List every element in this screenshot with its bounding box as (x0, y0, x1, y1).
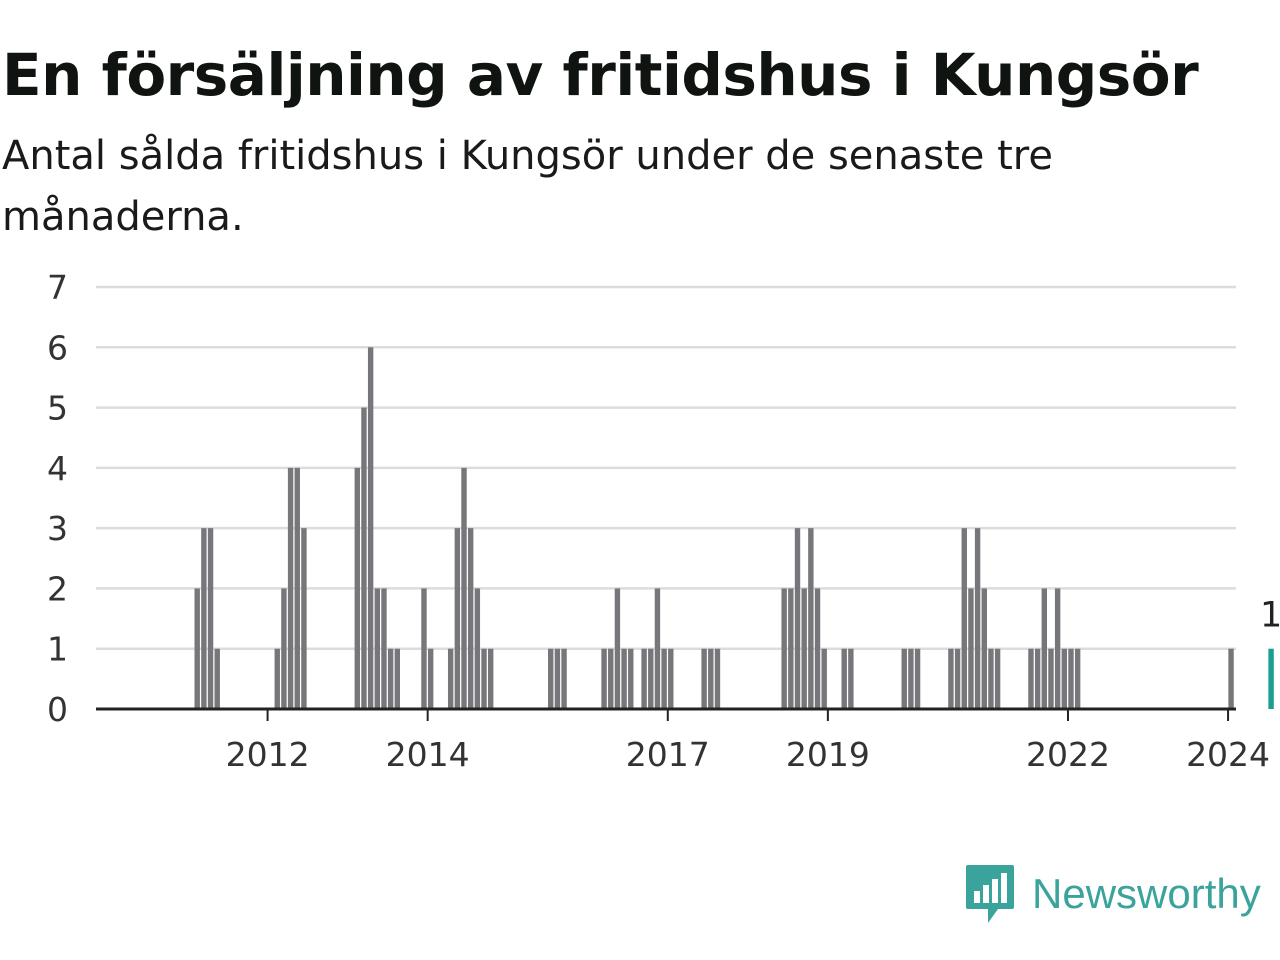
bar (641, 648, 647, 709)
bar (467, 528, 474, 709)
bar (454, 528, 461, 709)
bar (841, 648, 847, 709)
bar (908, 648, 914, 709)
bar (1041, 588, 1047, 709)
y-tick-label: 5 (47, 389, 68, 428)
bar (848, 648, 854, 709)
bar (201, 528, 207, 709)
bar (781, 588, 787, 709)
y-tick-label: 1 (47, 630, 68, 669)
bar (294, 467, 300, 709)
x-axis-ticks: 2012 2014 2017 2019 2022 2024 (226, 709, 1270, 774)
y-axis-ticks: 0 1 2 3 4 5 6 7 (47, 268, 68, 729)
bar (708, 648, 714, 709)
bar (1034, 648, 1041, 709)
bar (474, 588, 481, 709)
bar (668, 648, 674, 709)
x-tick-label: 2014 (386, 735, 470, 774)
bar (1228, 648, 1234, 709)
bar (714, 648, 721, 709)
y-tick-label: 7 (47, 268, 68, 307)
bar (601, 648, 607, 709)
bar (814, 588, 821, 709)
bar (961, 528, 967, 709)
bar (487, 648, 494, 709)
x-tick-label: 2012 (226, 735, 310, 774)
y-tick-label: 4 (47, 449, 68, 488)
bar (1068, 648, 1074, 709)
bar (981, 588, 987, 709)
bar (381, 588, 387, 709)
bar (821, 648, 827, 709)
bar (954, 648, 961, 709)
bar (788, 588, 794, 709)
bar (354, 467, 360, 709)
highlight-value-label: 1 (1260, 596, 1280, 636)
bar (1074, 648, 1081, 709)
x-tick-label: 2019 (786, 735, 870, 774)
bar (994, 648, 1001, 709)
highlight-bar (1268, 648, 1274, 709)
bar (447, 648, 454, 709)
bar (948, 648, 954, 709)
x-tick-label: 2017 (626, 735, 710, 774)
bar (914, 648, 921, 709)
bars (194, 347, 1274, 709)
bar (974, 528, 981, 709)
bar (427, 648, 434, 709)
bar (1048, 648, 1054, 709)
gridlines (96, 285, 1236, 650)
newsworthy-logo: Newsworthy (964, 862, 1261, 926)
bar (394, 648, 401, 709)
bar (561, 648, 567, 709)
bar (367, 347, 374, 709)
bar (628, 648, 634, 709)
bar (648, 648, 654, 709)
y-tick-label: 0 (47, 690, 68, 729)
bar (421, 588, 427, 709)
chart-subtitle: Antal sålda fritidshus i Kungsör under d… (2, 133, 1053, 240)
bar (654, 588, 661, 709)
bar (808, 528, 814, 709)
bar (1028, 648, 1034, 709)
bar (608, 648, 614, 709)
bar (274, 648, 280, 709)
newsworthy-wordmark: Newsworthy (1032, 870, 1261, 917)
y-tick-label: 6 (47, 328, 68, 367)
bar (988, 648, 994, 709)
bar (194, 588, 200, 709)
y-tick-label: 2 (47, 569, 68, 608)
bar (614, 588, 621, 709)
bar (701, 648, 707, 709)
bar (361, 407, 367, 709)
bar (1061, 648, 1068, 709)
bar (621, 648, 627, 709)
bar (281, 588, 287, 709)
bar (554, 648, 561, 709)
x-tick-label: 2024 (1186, 735, 1270, 774)
x-tick-label: 2022 (1026, 735, 1110, 774)
bar (794, 528, 801, 709)
bar (374, 588, 380, 709)
bar (548, 648, 554, 709)
bar (207, 528, 214, 709)
y-tick-label: 3 (47, 509, 68, 548)
bar-chart: 0 1 2 3 4 5 6 7 2012 2014 2017 2019 2022 2024 1 (47, 268, 1280, 774)
bar (801, 588, 807, 709)
newsworthy-logo-icon (966, 865, 1014, 923)
bar (1054, 588, 1061, 709)
bar (661, 648, 667, 709)
bar (387, 648, 394, 709)
bar (481, 648, 487, 709)
bar (214, 648, 220, 709)
bar (901, 648, 907, 709)
bar (301, 528, 307, 709)
bar (287, 467, 294, 709)
bar (461, 467, 467, 709)
chart-title: En försäljning av fritidshus i Kungsör (2, 41, 1199, 109)
bar (968, 588, 974, 709)
